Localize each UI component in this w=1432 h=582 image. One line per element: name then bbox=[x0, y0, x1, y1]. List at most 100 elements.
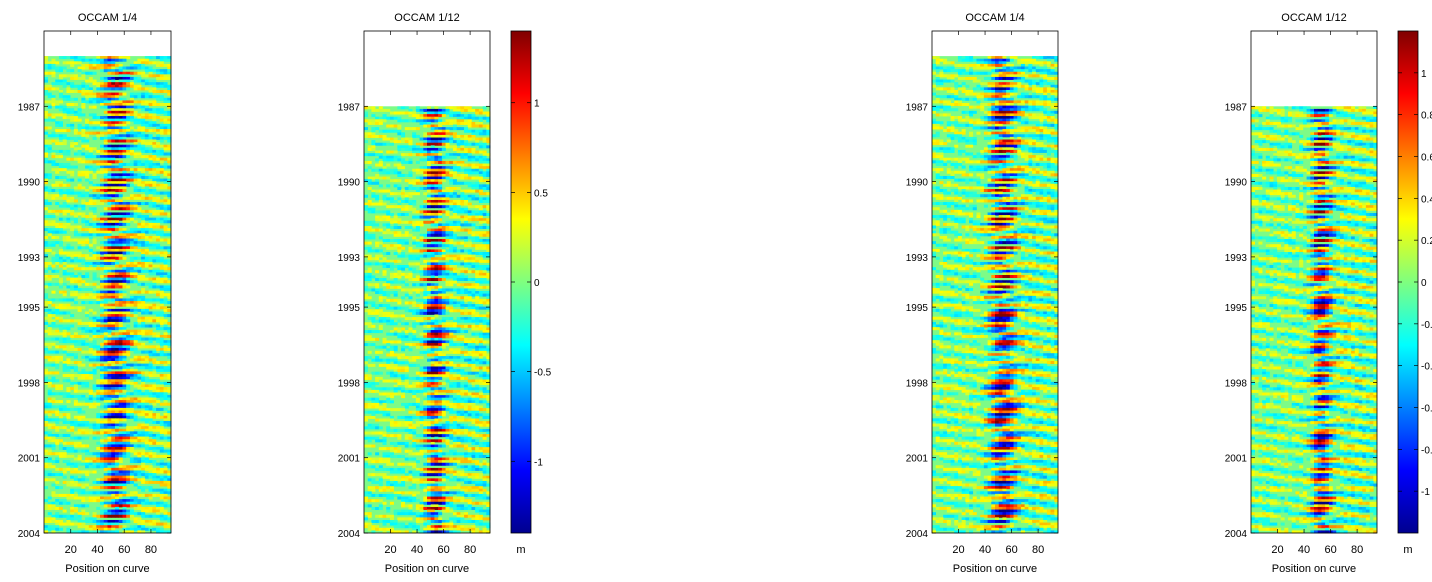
heatmap-cell bbox=[164, 421, 168, 424]
heatmap-cell bbox=[78, 309, 82, 312]
heatmap-cell bbox=[74, 348, 78, 351]
heatmap-cell bbox=[81, 374, 85, 377]
heatmap-cell bbox=[383, 216, 387, 219]
heatmap-cell bbox=[104, 450, 108, 453]
heatmap-cell bbox=[379, 177, 383, 180]
heatmap-cell bbox=[141, 502, 145, 505]
heatmap-cell bbox=[74, 431, 78, 434]
heatmap-cell bbox=[134, 411, 138, 414]
heatmap-cell bbox=[115, 129, 119, 132]
heatmap-field bbox=[44, 56, 171, 533]
heatmap-cell bbox=[137, 93, 141, 96]
heatmap-cell bbox=[149, 442, 153, 445]
heatmap-cell bbox=[137, 291, 141, 294]
heatmap-cell bbox=[108, 168, 112, 171]
heatmap-cell bbox=[397, 125, 401, 128]
heatmap-cell bbox=[438, 140, 442, 143]
heatmap-cell bbox=[119, 473, 123, 476]
heatmap-cell bbox=[368, 166, 372, 169]
heatmap-cell bbox=[156, 442, 160, 445]
heatmap-cell bbox=[119, 87, 123, 90]
heatmap-cell bbox=[89, 528, 93, 531]
heatmap-cell bbox=[394, 112, 398, 115]
heatmap-cell bbox=[108, 478, 112, 481]
heatmap-cell bbox=[111, 252, 115, 255]
heatmap-cell bbox=[111, 69, 115, 72]
heatmap-cell bbox=[164, 262, 168, 265]
heatmap-cell bbox=[126, 278, 130, 281]
heatmap-cell bbox=[81, 100, 85, 103]
heatmap-cell bbox=[145, 93, 149, 96]
heatmap-cell bbox=[156, 270, 160, 273]
heatmap-cell bbox=[89, 325, 93, 328]
heatmap-cell bbox=[115, 434, 119, 437]
heatmap-cell bbox=[85, 424, 89, 427]
heatmap-cell bbox=[431, 187, 435, 190]
heatmap-cell bbox=[111, 129, 115, 132]
heatmap-cell bbox=[379, 135, 383, 138]
heatmap-cell bbox=[390, 197, 394, 200]
heatmap-cell bbox=[412, 169, 416, 172]
heatmap-cell bbox=[152, 166, 156, 169]
heatmap-cell bbox=[145, 168, 149, 171]
heatmap-cell bbox=[126, 439, 130, 442]
heatmap-cell bbox=[100, 439, 104, 442]
heatmap-cell bbox=[111, 218, 115, 221]
heatmap-cell bbox=[48, 403, 52, 406]
heatmap-cell bbox=[108, 481, 112, 484]
heatmap-cell bbox=[479, 179, 483, 182]
heatmap-cell bbox=[74, 252, 78, 255]
heatmap-cell bbox=[375, 135, 379, 138]
heatmap-cell bbox=[126, 494, 130, 497]
heatmap-cell bbox=[149, 197, 153, 200]
heatmap-cell bbox=[394, 130, 398, 133]
heatmap-cell bbox=[141, 244, 145, 247]
heatmap-cell bbox=[104, 353, 108, 356]
heatmap-cell bbox=[431, 184, 435, 187]
heatmap-cell bbox=[44, 351, 48, 354]
heatmap-cell bbox=[74, 233, 78, 236]
heatmap-cell bbox=[371, 210, 375, 213]
heatmap-cell bbox=[149, 369, 153, 372]
heatmap-cell bbox=[115, 179, 119, 182]
heatmap-cell bbox=[160, 139, 164, 142]
heatmap-cell bbox=[100, 134, 104, 137]
heatmap-cell bbox=[434, 138, 438, 141]
heatmap-cell bbox=[468, 125, 472, 128]
heatmap-cell bbox=[63, 153, 67, 156]
x-tick-label: 80 bbox=[145, 544, 157, 556]
heatmap-cell bbox=[55, 304, 59, 307]
heatmap-cell bbox=[160, 150, 164, 153]
heatmap-cell bbox=[108, 262, 112, 265]
heatmap-cell bbox=[408, 161, 412, 164]
heatmap-cell bbox=[160, 59, 164, 62]
heatmap-cell bbox=[145, 129, 149, 132]
heatmap-cell bbox=[85, 153, 89, 156]
heatmap-cell bbox=[100, 327, 104, 330]
heatmap-cell bbox=[111, 64, 115, 67]
heatmap-cell bbox=[100, 353, 104, 356]
heatmap-cell bbox=[383, 195, 387, 198]
heatmap-cell bbox=[479, 122, 483, 125]
heatmap-cell bbox=[483, 153, 487, 156]
heatmap-cell bbox=[108, 460, 112, 463]
heatmap-cell bbox=[104, 512, 108, 515]
heatmap-cell bbox=[122, 111, 126, 114]
heatmap-cell bbox=[89, 168, 93, 171]
heatmap-cell bbox=[111, 392, 115, 395]
heatmap-cell bbox=[137, 517, 141, 520]
heatmap-cell bbox=[115, 361, 119, 364]
heatmap-cell bbox=[130, 202, 134, 205]
heatmap-cell bbox=[89, 100, 93, 103]
heatmap-cell bbox=[81, 202, 85, 205]
heatmap-cell bbox=[96, 499, 100, 502]
heatmap-cell bbox=[111, 504, 115, 507]
heatmap-cell bbox=[48, 384, 52, 387]
heatmap-cell bbox=[164, 450, 168, 453]
heatmap-cell bbox=[408, 200, 412, 203]
heatmap-cell bbox=[408, 153, 412, 156]
heatmap-cell bbox=[383, 197, 387, 200]
heatmap-cell bbox=[111, 56, 115, 59]
heatmap-cell bbox=[104, 504, 108, 507]
heatmap-cell bbox=[100, 369, 104, 372]
